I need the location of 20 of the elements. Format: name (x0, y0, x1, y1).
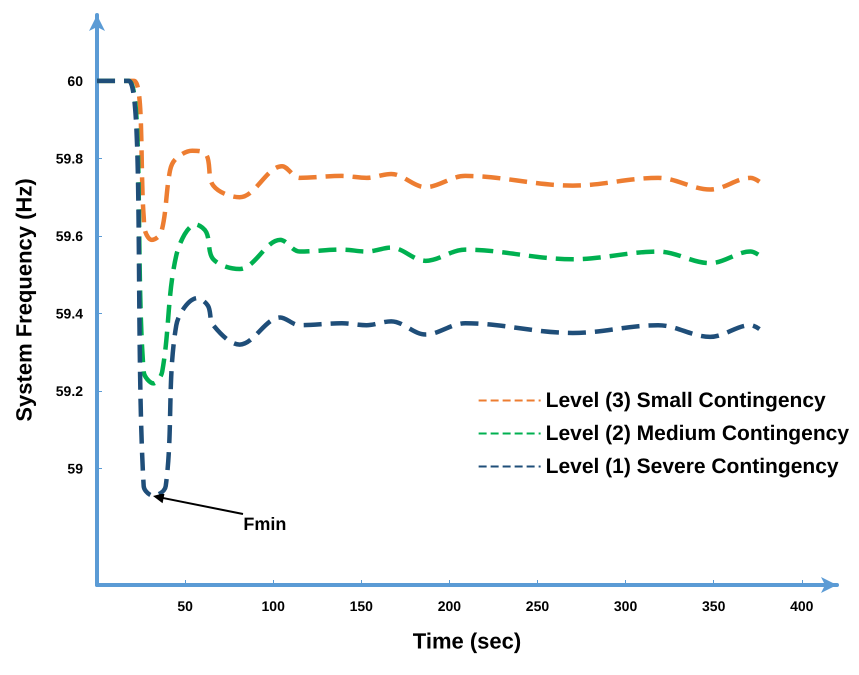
annotation: Fmin (243, 514, 286, 535)
y-tick-label: 59.4 (56, 306, 84, 322)
y-tick-label: 59.8 (56, 150, 84, 166)
legend-label: Level (1) Severe Contingency (546, 455, 839, 478)
legend-label: Level (3) Small Contingency (546, 389, 826, 412)
y-tick-label: 59.6 (56, 228, 84, 244)
x-tick-label: 100 (262, 598, 286, 614)
x-tick-label: 50 (177, 598, 194, 614)
y-tick-label: 59.2 (56, 383, 84, 400)
x-tick-label: 150 (350, 598, 374, 614)
x-tick-label: 250 (526, 598, 550, 614)
x-axis-title: Time (sec) (412, 628, 522, 654)
legend-label: Level (2) Medium Contingency (546, 422, 850, 445)
x-tick-label: 200 (438, 598, 462, 614)
y-axis-title: System Frequency (Hz) (12, 178, 36, 422)
x-tick-label: 300 (614, 598, 638, 614)
x-tick-label: 400 (790, 598, 814, 614)
x-tick-label: 350 (702, 598, 726, 614)
y-tick-label: 60 (67, 72, 84, 89)
y-tick-label: 59 (67, 460, 84, 477)
